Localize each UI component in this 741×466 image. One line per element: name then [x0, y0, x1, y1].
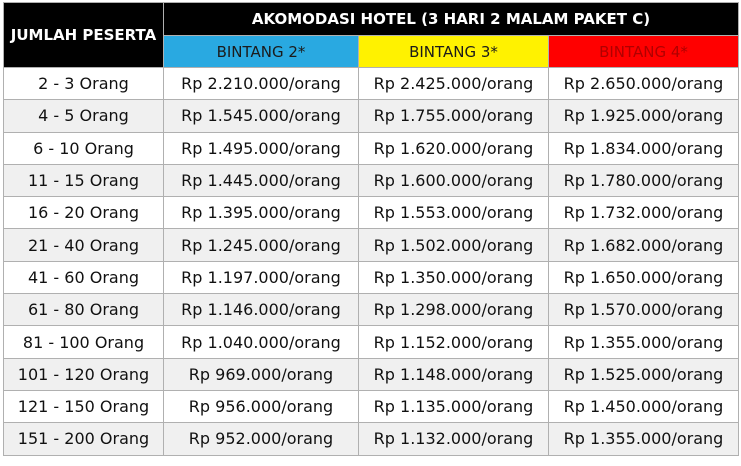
- table-row: 81 - 100 Orang Rp 1.040.000/orang Rp 1.152…: [3, 325, 739, 359]
- table-row: 151 - 200 Orang Rp 952.000/orang Rp 1.132.…: [3, 422, 739, 456]
- participant-range: 101 - 120 Orang: [3, 357, 164, 391]
- table-row: 4 - 5 Orang Rp 1.545.000/orang Rp 1.755.00…: [3, 99, 739, 133]
- group-header: AKOMODASI HOTEL (3 HARI 2 MALAM PAKET C): [163, 2, 739, 36]
- participant-range: 81 - 100 Orang: [3, 325, 164, 359]
- price-cell: Rp 1.600.000/orang: [358, 163, 549, 198]
- price-cell: Rp 956.000/orang: [163, 389, 359, 424]
- price-cell: Rp 1.525.000/orang: [548, 357, 739, 391]
- participant-range: 41 - 60 Orang: [3, 260, 164, 295]
- participant-range: 61 - 80 Orang: [3, 293, 164, 327]
- price-cell: Rp 1.755.000/orang: [358, 99, 549, 133]
- column-header: BINTANG 4*: [548, 35, 739, 68]
- price-table: JUMLAH PESERTA AKOMODASI HOTEL (3 HARI 2…: [3, 2, 739, 456]
- header-row: BINTANG 2* BINTANG 3* BINTANG 4*: [4, 35, 739, 68]
- table-row: 2 - 3 Orang Rp 2.210.000/orang Rp 2.425.00…: [3, 66, 739, 101]
- participant-range: 151 - 200 Orang: [3, 422, 164, 456]
- price-cell: Rp 1.450.000/orang: [548, 389, 739, 424]
- table-row: 41 - 60 Orang Rp 1.197.000/orang Rp 1.350.…: [3, 260, 739, 295]
- column-header: BINTANG 3*: [358, 35, 549, 68]
- price-cell: Rp 1.732.000/orang: [548, 196, 739, 230]
- table-row: 121 - 150 Orang Rp 956.000/orang Rp 1.135.…: [3, 389, 739, 424]
- price-cell: Rp 2.210.000/orang: [163, 66, 359, 101]
- price-cell: Rp 1.350.000/orang: [358, 260, 549, 295]
- price-cell: Rp 1.780.000/orang: [548, 163, 739, 198]
- price-cell: Rp 1.245.000/orang: [163, 228, 359, 262]
- participant-range: 11 - 15 Orang: [3, 163, 164, 198]
- price-cell: Rp 1.925.000/orang: [548, 99, 739, 133]
- price-cell: Rp 1.132.000/orang: [358, 422, 549, 456]
- participant-range: 21 - 40 Orang: [3, 228, 164, 262]
- header-row: JUMLAH PESERTA AKOMODASI HOTEL (3 HARI 2…: [3, 2, 739, 68]
- price-cell: Rp 1.148.000/orang: [358, 357, 549, 391]
- price-cell: Rp 1.682.000/orang: [548, 228, 739, 262]
- price-cell: Rp 1.553.000/orang: [358, 196, 549, 230]
- table-row: 101 - 120 Orang Rp 969.000/orang Rp 1.148.…: [3, 357, 739, 391]
- table-body: 2 - 3 Orang Rp 2.210.000/orang Rp 2.425.00…: [3, 66, 739, 456]
- table-row: 61 - 80 Orang Rp 1.146.000/orang Rp 1.298.…: [3, 293, 739, 327]
- table-row: 21 - 40 Orang Rp 1.245.000/orang Rp 1.502.…: [3, 228, 739, 262]
- price-cell: Rp 1.650.000/orang: [548, 260, 739, 295]
- price-cell: Rp 952.000/orang: [163, 422, 359, 456]
- price-cell: Rp 1.298.000/orang: [358, 293, 549, 327]
- price-cell: Rp 969.000/orang: [163, 357, 359, 391]
- price-cell: Rp 1.502.000/orang: [358, 228, 549, 262]
- price-cell: Rp 1.445.000/orang: [163, 163, 359, 198]
- price-cell: Rp 1.495.000/orang: [163, 131, 359, 165]
- row-label-header: JUMLAH PESERTA: [3, 2, 164, 68]
- participant-range: 4 - 5 Orang: [3, 99, 164, 133]
- price-cell: Rp 1.355.000/orang: [548, 325, 739, 359]
- price-cell: Rp 1.135.000/orang: [358, 389, 549, 424]
- participant-range: 6 - 10 Orang: [3, 131, 164, 165]
- participant-range: 16 - 20 Orang: [3, 196, 164, 230]
- price-cell: Rp 1.545.000/orang: [163, 99, 359, 133]
- price-cell: Rp 2.650.000/orang: [548, 66, 739, 101]
- column-header: BINTANG 2*: [163, 35, 359, 68]
- table-row: 16 - 20 Orang Rp 1.395.000/orang Rp 1.553.…: [3, 196, 739, 230]
- price-cell: Rp 1.570.000/orang: [548, 293, 739, 327]
- table-row: 11 - 15 Orang Rp 1.445.000/orang Rp 1.600.…: [3, 163, 739, 198]
- table-header: JUMLAH PESERTA AKOMODASI HOTEL (3 HARI 2…: [3, 2, 739, 68]
- participant-range: 121 - 150 Orang: [3, 389, 164, 424]
- table-row: 6 - 10 Orang Rp 1.495.000/orang Rp 1.620.0…: [3, 131, 739, 165]
- participant-range: 2 - 3 Orang: [3, 66, 164, 101]
- price-cell: Rp 2.425.000/orang: [358, 66, 549, 101]
- price-cell: Rp 1.834.000/orang: [548, 131, 739, 165]
- price-cell: Rp 1.040.000/orang: [163, 325, 359, 359]
- price-cell: Rp 1.395.000/orang: [163, 196, 359, 230]
- price-cell: Rp 1.620.000/orang: [358, 131, 549, 165]
- price-cell: Rp 1.197.000/orang: [163, 260, 359, 295]
- price-cell: Rp 1.355.000/orang: [548, 422, 739, 456]
- price-cell: Rp 1.146.000/orang: [163, 293, 359, 327]
- price-cell: Rp 1.152.000/orang: [358, 325, 549, 359]
